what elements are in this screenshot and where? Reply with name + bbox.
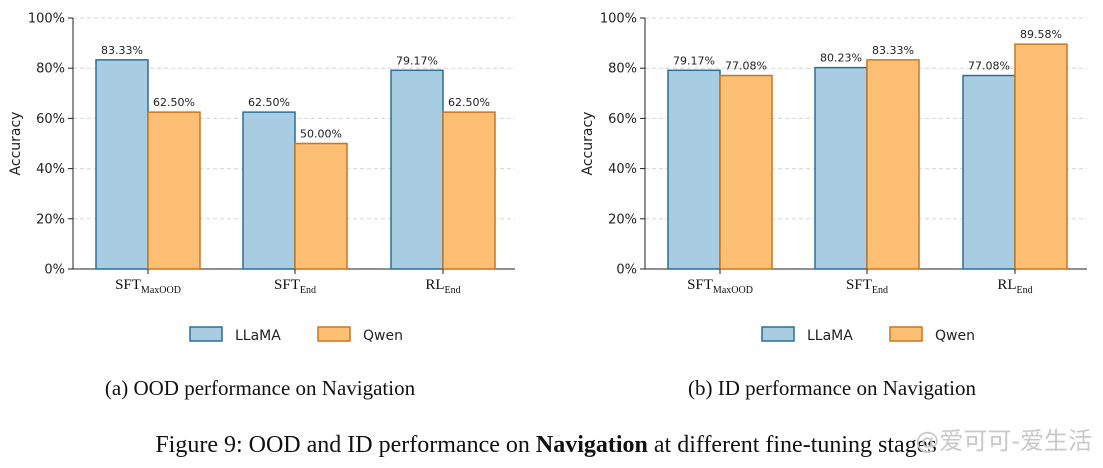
data-label: 62.50% [448, 96, 490, 109]
x-tick-label-main: SFT [846, 277, 872, 293]
y-tick-label: 60% [36, 112, 65, 127]
x-tick-label-subscript: End [300, 285, 316, 296]
x-tick-label-main: SFT [115, 277, 141, 293]
x-tick-label-main: SFT [687, 277, 713, 293]
y-tick-label: 0% [616, 263, 637, 278]
legend-label-qwen: Qwen [363, 328, 403, 344]
legend-label-qwen: Qwen [935, 328, 975, 344]
figure-caption: Figure 9: OOD and ID performance on Navi… [155, 432, 936, 458]
data-label: 77.08% [968, 60, 1010, 73]
x-tick-label: SFTEnd [846, 277, 888, 296]
y-axis-label: Accuracy [8, 112, 24, 176]
legend-label-llama: LLaMA [235, 328, 281, 344]
legend-swatch-llama [189, 326, 223, 342]
bar-llama [390, 69, 444, 270]
y-tick-label: 60% [608, 112, 637, 127]
bar-llama [814, 66, 868, 270]
bar-qwen [866, 59, 920, 270]
data-label: 89.58% [1020, 28, 1062, 41]
y-axis-label: Accuracy [580, 112, 596, 176]
data-label: 79.17% [396, 54, 438, 67]
x-tick-label-subscript: End [445, 285, 461, 296]
data-label: 83.33% [101, 44, 143, 57]
data-label: 77.08% [725, 60, 767, 73]
x-tick-label-subscript: End [872, 285, 888, 296]
x-tick-label-main: RL [997, 277, 1016, 293]
x-tick-label-subscript: MaxOOD [713, 285, 753, 296]
y-tick-label: 20% [36, 212, 65, 227]
legend-swatch-qwen [317, 326, 351, 342]
watermark: @爱可可-爱生活 [915, 427, 1092, 455]
x-tick-label-main: SFT [274, 277, 300, 293]
bar-qwen [147, 111, 201, 270]
x-tick-label: SFTMaxOOD [115, 277, 181, 296]
x-tick-label: RLEnd [997, 277, 1032, 296]
y-tick-label: 40% [36, 162, 65, 177]
x-tick-label-main: RL [425, 277, 444, 293]
bar-llama [242, 111, 296, 270]
figure-caption-suffix: at different fine-tuning stages [648, 432, 937, 458]
legend-label-llama: LLaMA [807, 328, 853, 344]
x-tick-label: SFTMaxOOD [687, 277, 753, 296]
panel-caption: (b) ID performance on Navigation [688, 376, 977, 400]
x-tick-label-subscript: End [1017, 285, 1033, 296]
figure-caption-prefix: Figure 9: OOD and ID performance on [155, 432, 536, 458]
chart-panel-ood: 0% 20% 40% 60% 80% 100% Accuracy 83.33% 62.50% 79… [8, 12, 515, 400]
chart-panel-id: 0% 20% 40% 60% 80% 100% Accuracy 79.17% 80.23% 77… [580, 12, 1087, 400]
legend-swatch-llama [761, 326, 795, 342]
data-label: 83.33% [872, 44, 914, 57]
x-tick-label-subscript: MaxOOD [141, 285, 181, 296]
data-label: 62.50% [248, 96, 290, 109]
y-tick-label: 20% [608, 212, 637, 227]
x-tick-label: SFTEnd [274, 277, 316, 296]
data-label: 50.00% [300, 128, 342, 141]
y-tick-label: 0% [44, 263, 65, 278]
bar-qwen [442, 111, 496, 270]
x-tick-label: RLEnd [425, 277, 460, 296]
data-label: 62.50% [153, 96, 195, 109]
bar-llama [962, 74, 1016, 270]
y-tick-label: 100% [600, 12, 637, 27]
y-tick-label: 80% [36, 62, 65, 77]
bar-qwen [1014, 43, 1068, 270]
y-tick-label: 40% [608, 162, 637, 177]
y-tick-label: 80% [608, 62, 637, 77]
bar-qwen [719, 74, 773, 270]
bar-qwen [294, 142, 348, 270]
panel-caption: (a) OOD performance on Navigation [105, 376, 416, 400]
y-tick-label: 100% [28, 12, 65, 27]
bar-llama [95, 59, 149, 270]
data-label: 80.23% [820, 52, 862, 65]
bar-llama [667, 69, 721, 270]
legend-swatch-qwen [889, 326, 923, 342]
figure-caption-bold: Navigation [536, 432, 648, 458]
data-label: 79.17% [673, 54, 715, 67]
